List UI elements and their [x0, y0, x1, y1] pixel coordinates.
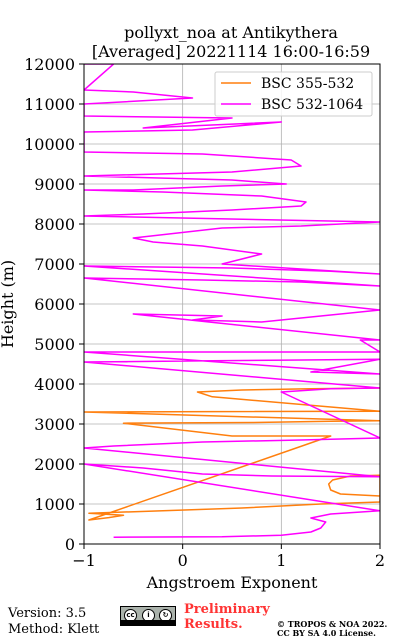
y-tick-label: 2000	[34, 455, 75, 474]
y-tick-label: 5000	[34, 335, 75, 354]
copyright-line1: © TROPOS & NOA 2022.	[277, 619, 388, 629]
x-tick-label: 0	[178, 551, 188, 570]
method-text: Method: Klett	[8, 622, 100, 637]
axis-layer: −1 0 1 201000200030004000500060007000800090…	[24, 55, 385, 570]
chart-title-line2: [Averaged] 20221114 16:00-16:59	[92, 42, 370, 61]
cc-badge-band	[121, 620, 175, 625]
legend-box	[214, 71, 373, 117]
y-tick-label: 11000	[24, 95, 75, 114]
x-tick-label: 2	[375, 551, 385, 570]
angstroem-profile-chart: pollyxt_noa at Antikythera [Averaged] 20…	[0, 23, 385, 592]
preliminary-results-text: Preliminary Results.	[184, 602, 270, 632]
copyright-line2: CC BY SA 4.0 License.	[277, 628, 376, 638]
y-tick-label: 10000	[24, 135, 75, 154]
y-tick-label: 3000	[34, 415, 75, 434]
y-tick-label: 8000	[34, 215, 75, 234]
series-line-bsc-532-1064	[84, 64, 380, 538]
legend-label-bsc-355-532: BSC 355-532	[261, 76, 354, 92]
legend: BSC 355-532 BSC 532-1064	[214, 71, 373, 117]
y-tick-label: 6000	[34, 295, 75, 314]
y-tick-label: 12000	[24, 55, 75, 74]
x-axis-label: Angstroem Exponent	[146, 573, 318, 592]
version-text: Version: 3.5	[8, 606, 87, 621]
chart-title-line1: pollyxt_noa at Antikythera	[124, 23, 338, 42]
y-axis-label: Height (m)	[0, 260, 17, 348]
cc-license-badge: cc i ↻	[120, 606, 176, 626]
x-tick-label: 1	[276, 551, 286, 570]
y-tick-label: 4000	[34, 375, 75, 394]
series-line-bsc-355-532	[84, 387, 380, 521]
preliminary-line2: Results.	[184, 617, 243, 632]
series-layer	[84, 64, 380, 538]
legend-label-bsc-532-1064: BSC 532-1064	[261, 97, 363, 113]
y-tick-label: 0	[65, 535, 75, 554]
preliminary-line1: Preliminary	[184, 602, 270, 617]
y-tick-label: 1000	[34, 495, 75, 514]
x-tick-label: −1	[72, 551, 96, 570]
y-tick-label: 7000	[34, 255, 75, 274]
y-tick-label: 9000	[34, 175, 75, 194]
